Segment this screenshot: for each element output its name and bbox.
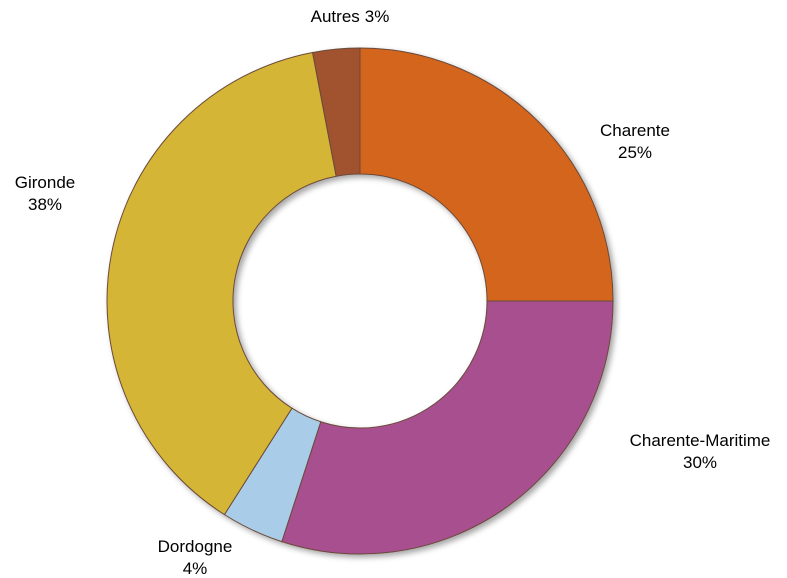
donut-slice	[312, 47, 361, 177]
slice-label: Gironde 38%	[15, 173, 75, 214]
slice-name: Charente-Maritime	[630, 431, 771, 450]
donut-slice	[106, 51, 337, 516]
slice-value: 25%	[618, 143, 652, 162]
slice-value: 4%	[183, 559, 208, 578]
slice-name: Autres	[311, 7, 360, 26]
donut-slice	[359, 47, 614, 302]
slice-value: 38%	[28, 195, 62, 214]
slice-name: Gironde	[15, 173, 75, 192]
donut-slice	[281, 300, 614, 555]
slice-label: Charente 25%	[600, 121, 670, 162]
slice-label: Autres 3%	[311, 7, 390, 26]
slice-name: Dordogne	[158, 537, 233, 556]
slice-value: 3%	[365, 7, 390, 26]
slice-label: Dordogne 4%	[158, 537, 233, 578]
donut	[106, 47, 614, 555]
slice-name: Charente	[600, 121, 670, 140]
slice-value: 30%	[683, 453, 717, 472]
slice-label: Charente-Maritime 30%	[630, 431, 771, 472]
